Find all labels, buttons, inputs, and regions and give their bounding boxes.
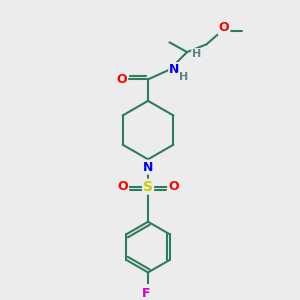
Text: H: H (178, 72, 188, 82)
Text: O: O (168, 180, 179, 193)
Text: S: S (143, 180, 153, 194)
Text: O: O (219, 21, 230, 34)
Text: O: O (116, 73, 127, 86)
Text: N: N (143, 160, 153, 174)
Text: O: O (117, 180, 128, 193)
Text: N: N (169, 63, 180, 76)
Text: F: F (142, 287, 150, 300)
Text: H: H (192, 49, 201, 59)
